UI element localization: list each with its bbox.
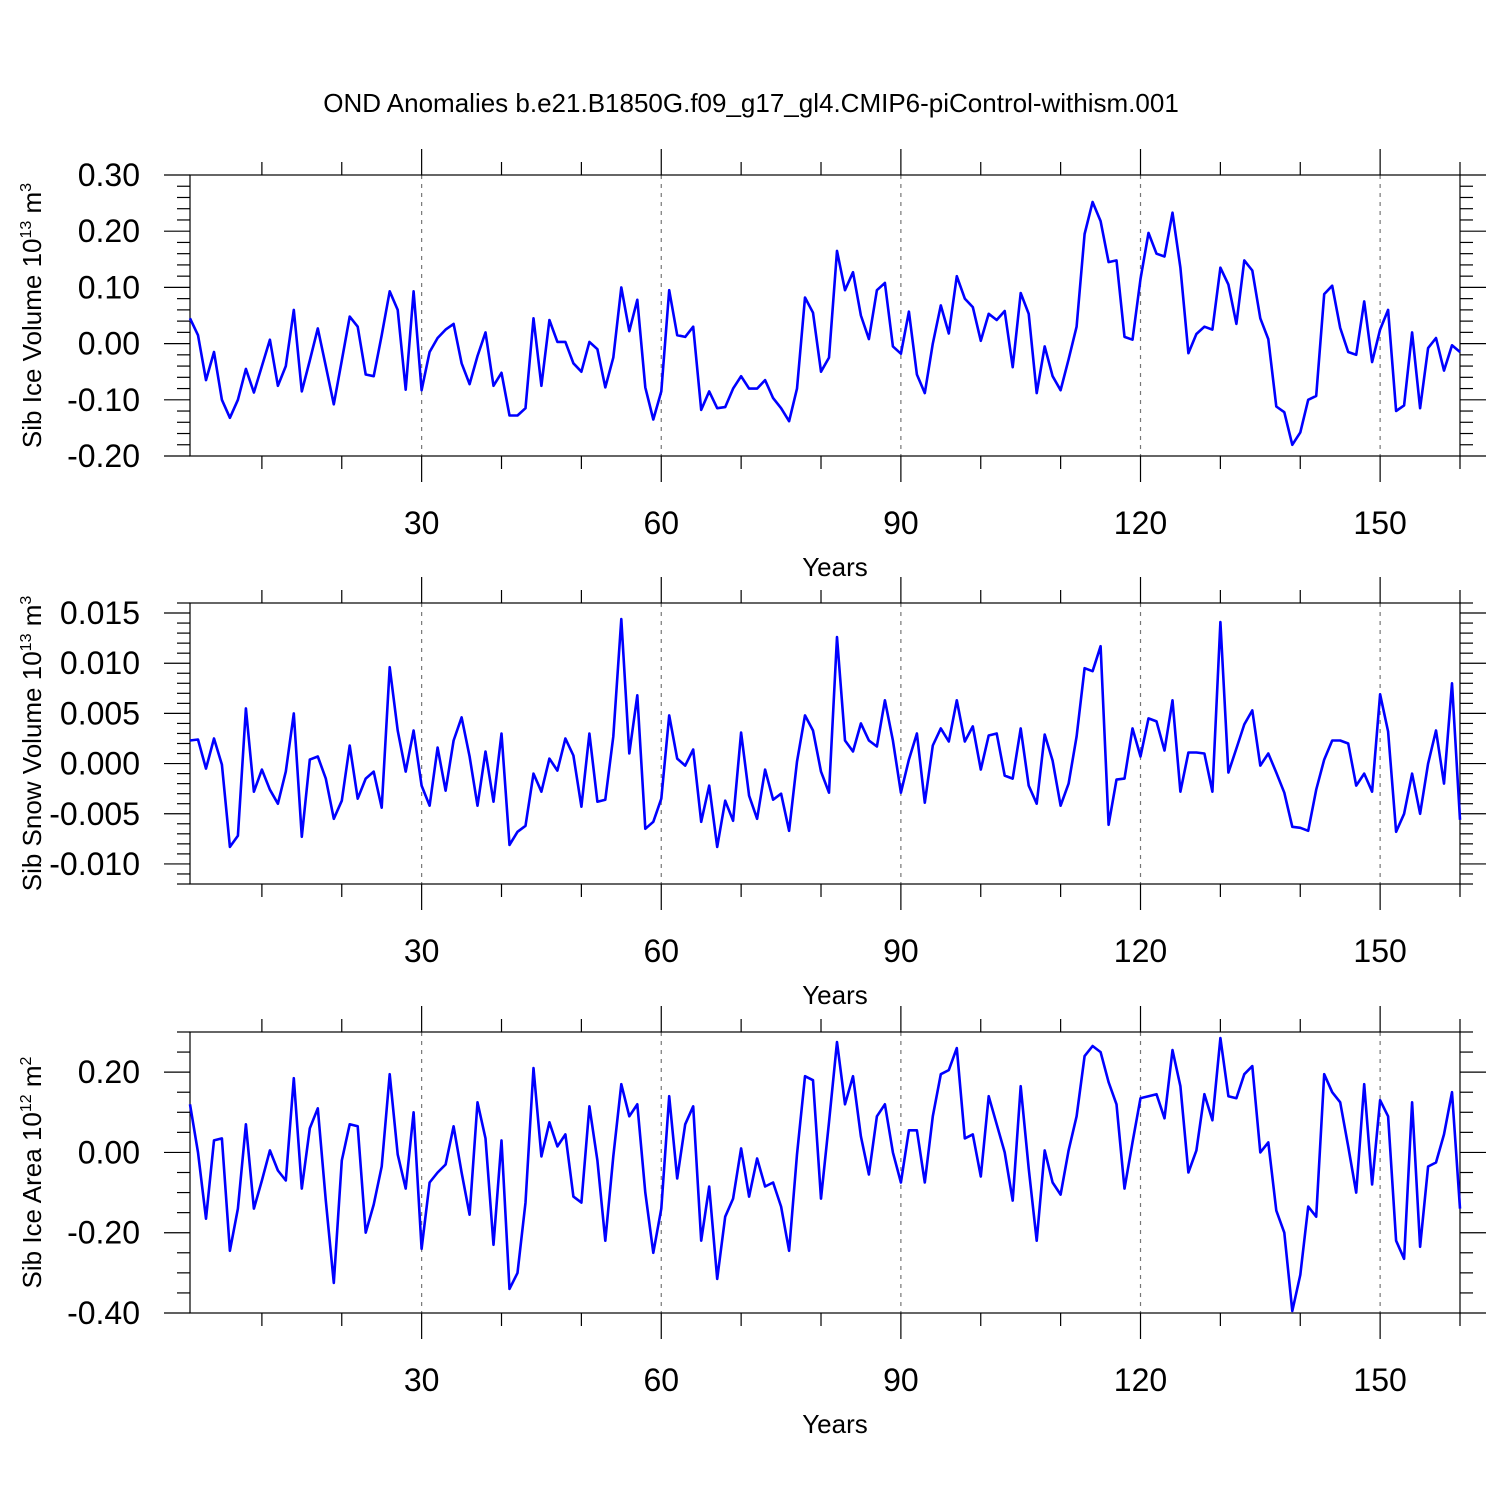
plot-frame xyxy=(189,602,1461,885)
panel-3: -0.40 -0.20 0.00 0.20 30 60 90 120 150 Years Sib I… xyxy=(17,1006,1486,1439)
x-tick-label: 60 xyxy=(643,1362,679,1398)
y-tick-label: 0.000 xyxy=(60,746,140,782)
y-tick-label: 0.015 xyxy=(60,595,140,631)
series-line xyxy=(188,200,1461,447)
x-tick-label: 30 xyxy=(404,505,440,541)
y-tick-label: 0.00 xyxy=(78,326,140,362)
y-tick-label: 0.10 xyxy=(78,269,140,305)
y-axis-label: Sib Ice Volume 1013 m3 xyxy=(17,183,47,448)
plot-frame xyxy=(189,1031,1461,1314)
x-tick-label: 60 xyxy=(643,505,679,541)
x-tick-label: 60 xyxy=(643,933,679,969)
x-tick-label: 90 xyxy=(883,933,919,969)
y-tick-label: -0.010 xyxy=(49,846,140,882)
y-tick-label: -0.20 xyxy=(67,438,140,474)
x-tick-label: 30 xyxy=(404,1362,440,1398)
x-tick-label: 120 xyxy=(1114,933,1167,969)
panel-1: -0.20 -0.10 0.00 0.10 0.20 0.30 30 60 90 120 150 Ye… xyxy=(17,149,1486,582)
x-tick-label: 90 xyxy=(883,1362,919,1398)
x-tick-label: 150 xyxy=(1353,933,1406,969)
x-tick-label: 30 xyxy=(404,933,440,969)
y-tick-label: 0.20 xyxy=(78,213,140,249)
series-line xyxy=(189,617,1462,849)
series-line xyxy=(188,1036,1462,1313)
y-tick-label: -0.005 xyxy=(49,796,140,832)
y-axis-label: Sib Ice Area 1012 m2 xyxy=(17,1056,47,1288)
y-tick-label: 0.30 xyxy=(78,157,140,193)
panel-2: -0.010 -0.005 0.000 0.005 0.010 0.015 30 60 90 12… xyxy=(17,577,1486,1010)
chart-panels: -0.20 -0.10 0.00 0.10 0.20 0.30 30 60 90 120 150 Ye… xyxy=(17,149,1486,1439)
plot-frame xyxy=(189,174,1461,457)
x-tick-label: 150 xyxy=(1353,1362,1406,1398)
y-tick-label: -0.40 xyxy=(67,1295,140,1331)
x-axis-label: Years xyxy=(802,980,868,1010)
y-tick-label: 0.20 xyxy=(78,1054,140,1090)
y-tick-label: -0.20 xyxy=(67,1215,140,1251)
x-tick-label: 120 xyxy=(1114,505,1167,541)
y-tick-label: 0.00 xyxy=(78,1134,140,1170)
x-tick-label: 90 xyxy=(883,505,919,541)
x-tick-label: 120 xyxy=(1114,1362,1167,1398)
x-tick-label: 150 xyxy=(1353,505,1406,541)
x-axis-label: Years xyxy=(802,552,868,582)
figure-title: OND Anomalies b.e21.B1850G.f09_g17_gl4.C… xyxy=(323,88,1179,118)
y-tick-label: -0.10 xyxy=(67,382,140,418)
x-axis-label: Years xyxy=(802,1409,868,1439)
y-tick-label: 0.005 xyxy=(60,695,140,731)
y-tick-label: 0.010 xyxy=(60,645,140,681)
y-axis-label: Sib Snow Volume 1013 m3 xyxy=(17,596,47,892)
